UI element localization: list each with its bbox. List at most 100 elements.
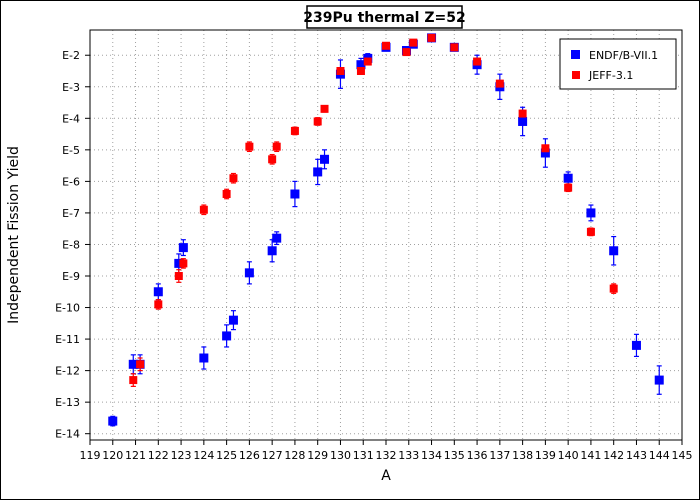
x-axis: 119 120 121 122 123 124 125 126 127 128 129 130 131 1… — [80, 440, 693, 462]
data-point — [313, 167, 323, 177]
y-tick-label: E-14 — [55, 428, 80, 441]
x-tick-label: 134 — [421, 449, 442, 462]
y-tick-label: E-12 — [55, 365, 80, 378]
data-point — [654, 375, 664, 385]
y-axis: E-14 E-13 E-12 E-11 E-10 E-9 E-8 E-7 E-6 E-5 E-4 E-… — [55, 49, 90, 441]
data-point — [540, 148, 550, 158]
y-tick-label: E-11 — [55, 333, 80, 346]
data-point — [178, 243, 188, 253]
data-point — [564, 183, 573, 192]
x-tick-label: 139 — [535, 449, 556, 462]
data-point — [563, 173, 573, 183]
x-tick-label: 131 — [353, 449, 374, 462]
x-tick-label: 129 — [307, 449, 328, 462]
data-point — [363, 57, 372, 66]
y-tick-label: E-9 — [62, 270, 80, 283]
data-point — [518, 109, 527, 118]
data-point — [586, 227, 595, 236]
x-tick-label: 135 — [444, 449, 465, 462]
data-point — [495, 79, 504, 88]
x-tick-label: 140 — [558, 449, 579, 462]
data-point — [129, 376, 138, 385]
data-point — [222, 190, 231, 198]
series-layer — [108, 33, 664, 427]
data-point — [402, 48, 411, 57]
y-axis-title: Independent Fission Yield — [6, 146, 22, 324]
y-tick-label: E-5 — [62, 144, 80, 157]
data-point — [473, 57, 482, 66]
x-tick-label: 123 — [171, 449, 192, 462]
data-point — [199, 353, 209, 363]
x-tick-label: 136 — [467, 449, 488, 462]
data-point — [382, 41, 390, 50]
legend: ENDF/B-VII.1 JEFF-3.1 — [559, 38, 677, 90]
data-point — [518, 116, 528, 126]
y-tick-label: E-7 — [62, 207, 80, 220]
legend-marker-endf — [571, 50, 580, 59]
title-box — [306, 5, 463, 29]
y-tick-label: E-4 — [62, 112, 80, 125]
data-point — [174, 258, 184, 268]
data-point — [245, 142, 254, 151]
x-axis-title: A — [381, 468, 391, 484]
legend-marker-jeff — [572, 71, 580, 79]
data-point — [450, 43, 459, 52]
y-tick-label: E-3 — [62, 81, 80, 94]
x-tick-label: 142 — [603, 449, 624, 462]
data-point — [136, 360, 145, 369]
data-point — [336, 67, 345, 75]
x-tick-label: 125 — [216, 449, 237, 462]
data-point — [228, 315, 238, 325]
x-tick-label: 132 — [376, 449, 397, 462]
legend-label-endf: ENDF/B-VII.1 — [589, 49, 658, 62]
data-point — [272, 142, 281, 151]
y-tick-label: E-8 — [62, 238, 80, 251]
data-point — [179, 259, 188, 268]
data-point — [229, 174, 238, 183]
x-tick-label: 133 — [398, 449, 419, 462]
y-tick-label: E-6 — [62, 175, 80, 188]
data-point — [153, 287, 163, 297]
x-tick-label: 130 — [330, 449, 351, 462]
data-point — [244, 268, 254, 278]
y-tick-label: E-2 — [62, 49, 80, 62]
x-tick-label: 141 — [580, 449, 601, 462]
data-point — [313, 117, 322, 126]
x-tick-label: 145 — [672, 449, 693, 462]
grid — [90, 30, 682, 440]
y-tick-label: E-13 — [55, 396, 80, 409]
legend-box — [559, 38, 677, 90]
x-tick-label: 124 — [193, 449, 214, 462]
series-jeff — [129, 33, 618, 387]
legend-label-jeff: JEFF-3.1 — [588, 69, 633, 82]
data-point — [268, 155, 277, 164]
data-point — [609, 246, 619, 256]
data-point — [174, 272, 183, 280]
data-point — [222, 331, 232, 341]
data-point — [541, 144, 550, 153]
data-point — [356, 67, 365, 75]
x-tick-label: 119 — [80, 449, 101, 462]
data-point — [290, 126, 299, 135]
data-point — [409, 38, 418, 47]
x-tick-label: 126 — [239, 449, 260, 462]
data-point — [427, 33, 436, 42]
data-point — [631, 340, 641, 350]
x-tick-label: 138 — [512, 449, 533, 462]
data-point — [586, 208, 596, 218]
data-point — [609, 284, 618, 293]
data-point — [128, 359, 138, 369]
data-point — [290, 189, 300, 199]
data-point — [108, 416, 118, 426]
x-tick-label: 122 — [148, 449, 169, 462]
data-point — [154, 300, 163, 309]
data-point — [267, 246, 277, 256]
x-tick-label: 144 — [649, 449, 670, 462]
data-point — [320, 104, 329, 113]
data-point — [199, 205, 208, 214]
x-tick-label: 128 — [284, 449, 305, 462]
x-tick-label: 137 — [489, 449, 510, 462]
chart-title: 239Pu thermal Z=52 — [303, 10, 465, 26]
